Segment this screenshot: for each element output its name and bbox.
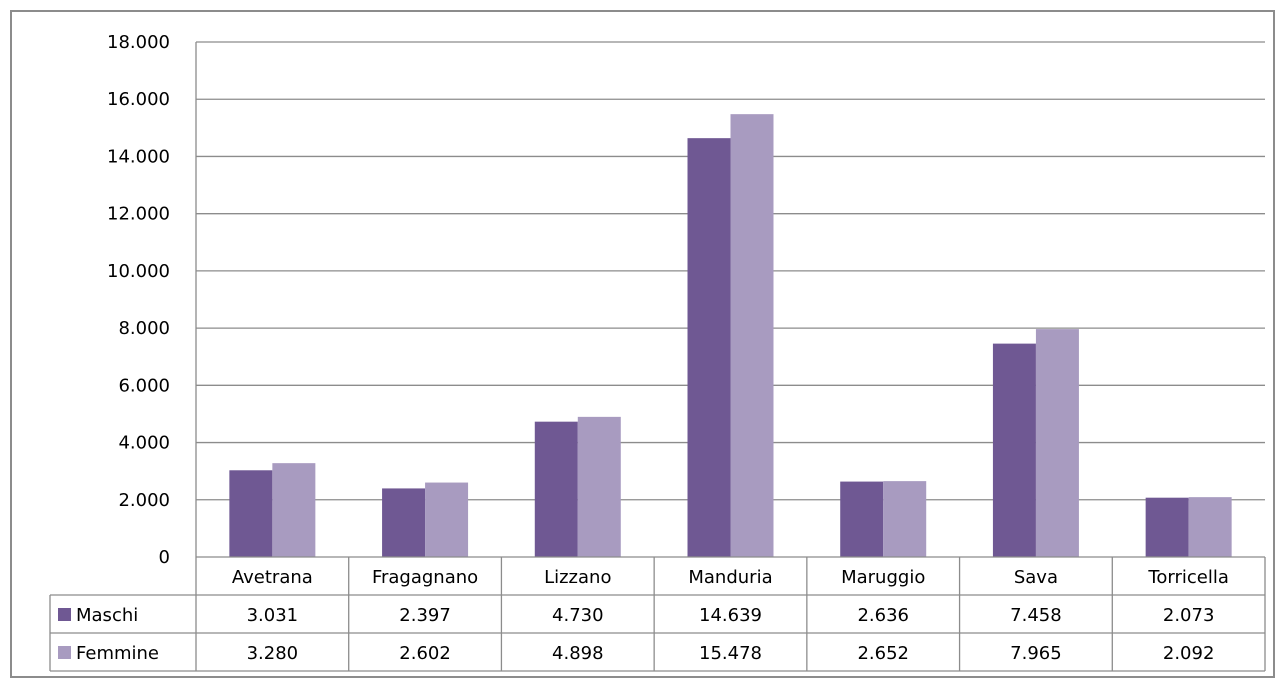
data-table-value: 3.031 xyxy=(247,605,299,626)
bar-maschi xyxy=(840,481,884,557)
bar-maschi xyxy=(534,421,578,557)
data-table-value: 3.280 xyxy=(247,643,299,664)
y-tick-label: 18.000 xyxy=(107,32,170,53)
legend-key-femmine xyxy=(58,646,71,659)
x-category-label: Avetrana xyxy=(232,567,313,588)
data-table-value: 2.073 xyxy=(1163,605,1215,626)
data-table-value: 15.478 xyxy=(699,643,762,664)
bar-maschi xyxy=(992,343,1036,557)
y-tick-label: 8.000 xyxy=(118,318,170,339)
y-tick-label: 4.000 xyxy=(118,433,170,454)
data-table-value: 4.898 xyxy=(552,643,604,664)
y-tick-label: 0 xyxy=(159,547,170,568)
bar-femmine xyxy=(883,481,927,557)
data-table-value: 14.639 xyxy=(699,605,762,626)
bar-maschi xyxy=(229,470,273,557)
x-category-label: Manduria xyxy=(688,567,772,588)
bar-maschi xyxy=(687,138,731,558)
bar-femmine xyxy=(272,463,316,557)
legend-key-maschi xyxy=(58,608,71,621)
x-category-label: Maruggio xyxy=(841,567,925,588)
y-tick-label: 2.000 xyxy=(118,490,170,511)
bar-femmine xyxy=(425,482,469,557)
data-table-value: 7.965 xyxy=(1010,643,1062,664)
x-category-label: Lizzano xyxy=(544,567,611,588)
y-tick-label: 12.000 xyxy=(107,204,170,225)
data-table-value: 2.602 xyxy=(399,643,451,664)
bar-maschi xyxy=(1145,497,1189,557)
bar-femmine xyxy=(730,114,774,557)
data-table-value: 2.652 xyxy=(857,643,909,664)
y-tick-label: 14.000 xyxy=(107,146,170,167)
data-table-value: 2.636 xyxy=(857,605,909,626)
data-table-value: 7.458 xyxy=(1010,605,1062,626)
legend-label: Maschi xyxy=(76,605,138,626)
bar-femmine xyxy=(1035,329,1079,557)
data-table-value: 2.397 xyxy=(399,605,451,626)
y-tick-label: 6.000 xyxy=(118,375,170,396)
data-table-value: 2.092 xyxy=(1163,643,1215,664)
bar-femmine xyxy=(1188,497,1232,557)
y-tick-label: 16.000 xyxy=(107,89,170,110)
data-table-value: 4.730 xyxy=(552,605,604,626)
bar-maschi xyxy=(382,488,426,557)
x-category-label: Sava xyxy=(1014,567,1058,588)
y-tick-label: 10.000 xyxy=(107,261,170,282)
bar-femmine xyxy=(577,416,621,557)
legend-label: Femmine xyxy=(76,643,159,664)
x-category-label: Torricella xyxy=(1147,567,1228,588)
x-category-label: Fragagnano xyxy=(372,567,478,588)
